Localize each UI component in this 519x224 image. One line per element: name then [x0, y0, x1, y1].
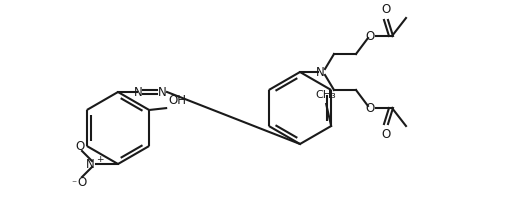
Text: ⁻: ⁻	[71, 179, 76, 189]
Text: O: O	[365, 30, 375, 43]
Text: +: +	[95, 155, 103, 164]
Text: N: N	[133, 86, 142, 99]
Text: O: O	[365, 101, 375, 114]
Text: N: N	[158, 86, 167, 99]
Text: CH₃: CH₃	[316, 90, 336, 100]
Text: O: O	[77, 175, 87, 189]
Text: O: O	[75, 140, 85, 153]
Text: N: N	[316, 65, 324, 78]
Text: O: O	[381, 128, 391, 141]
Text: N: N	[86, 157, 95, 170]
Text: O: O	[381, 3, 391, 16]
Text: OH: OH	[168, 94, 186, 107]
